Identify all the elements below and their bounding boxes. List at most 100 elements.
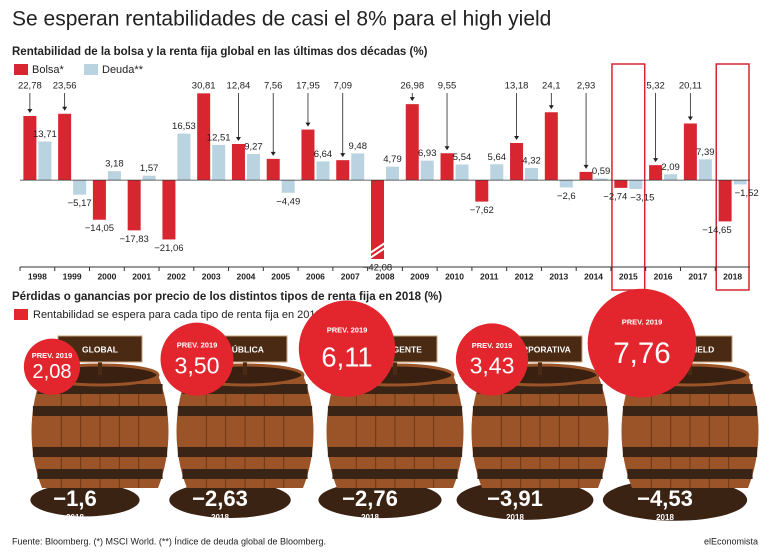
bar: [405, 104, 419, 181]
highlight-box: [611, 63, 646, 291]
value-label: −4,49: [276, 196, 300, 207]
bar: [197, 93, 211, 181]
legend-swatch: [14, 309, 28, 320]
x-tick-label: 2016: [654, 271, 673, 281]
value-label: 5,64: [488, 152, 507, 163]
label-arrowhead: [687, 116, 693, 121]
forecast-series-label: PREV. 2019: [327, 325, 368, 334]
break-mark: [369, 242, 386, 254]
value-label: 3,18: [105, 159, 124, 170]
label-arrowhead: [444, 146, 450, 151]
barrel-hoop: [327, 406, 463, 416]
label-arrowhead: [514, 136, 520, 141]
bar: [58, 113, 72, 181]
x-tick-label: 2017: [688, 271, 707, 281]
bar: [698, 159, 712, 181]
x-tick-label: 2004: [236, 271, 255, 281]
label-arrowhead: [270, 151, 276, 156]
barrel-hoop: [332, 384, 458, 394]
label-arrowhead: [409, 97, 415, 102]
puddle: [602, 479, 748, 521]
brand: elEconomista: [704, 536, 758, 546]
value-label: 4,79: [383, 154, 402, 165]
value-label: −5,17: [68, 198, 92, 209]
forecast-series-label: PREV. 2019: [472, 341, 513, 350]
bar: [649, 165, 663, 181]
barrel-hoop: [472, 447, 608, 457]
legend-swatch: [14, 64, 28, 75]
x-tick-label: 2007: [341, 271, 360, 281]
bar: [231, 143, 245, 181]
value-label: 0,59: [592, 166, 611, 177]
bar: [162, 180, 176, 240]
value-label: 23,56: [53, 81, 77, 92]
value-label: −21,06: [154, 243, 183, 254]
bar: [351, 153, 365, 181]
barrel-hoop: [37, 469, 163, 479]
bar: [664, 174, 678, 181]
barrel-hoop: [177, 406, 313, 416]
bar: [38, 141, 52, 181]
label-arrowhead: [27, 108, 33, 113]
bar: [525, 167, 539, 181]
forecast-circle: [587, 288, 697, 398]
value-label: 13,18: [505, 81, 529, 92]
x-tick-label: 2000: [97, 271, 116, 281]
bar: [246, 154, 260, 181]
forecast-series-label: PREV. 2019: [177, 340, 218, 349]
puddle: [30, 483, 140, 517]
legend-label: Rentabilidad se espera para cada tipo de…: [33, 309, 342, 321]
barrel-hoop: [622, 406, 758, 416]
chart-title: Rentabilidad de la bolsa y la renta fija…: [12, 46, 428, 58]
loss-year: 2018: [506, 513, 524, 522]
bar: [281, 180, 295, 193]
value-label: 9,27: [244, 142, 263, 153]
bar: [23, 115, 37, 181]
bar: [594, 178, 608, 181]
value-label: −14,65: [702, 225, 731, 236]
value-label: −14,05: [85, 223, 114, 234]
value-label: −2,74: [603, 191, 627, 202]
bar: [107, 171, 121, 181]
value-label: 6,93: [418, 148, 437, 159]
x-tick-label: 2013: [549, 271, 568, 281]
label-arrowhead: [235, 136, 241, 141]
barrel-hoop: [177, 447, 313, 457]
forecast-circle: [23, 338, 81, 395]
bar: [614, 180, 628, 188]
bar: [142, 175, 156, 181]
value-label: 9,55: [438, 81, 457, 92]
label-arrowhead: [653, 158, 659, 163]
x-tick-label: 2010: [445, 271, 464, 281]
forecast-series-label: PREV. 2019: [32, 351, 73, 360]
x-tick-label: 2003: [202, 271, 221, 281]
barrel-hoop: [32, 406, 168, 416]
loss-value: −3,91: [487, 486, 543, 511]
category-label: GLOBAL: [82, 344, 118, 354]
bar: [683, 123, 697, 181]
barrel-hoop: [32, 447, 168, 457]
value-label: 4,32: [522, 155, 541, 166]
value-label: 2,09: [661, 162, 680, 173]
x-tick-label: 2018: [723, 271, 742, 281]
category-label: CORPORATIVA: [509, 344, 571, 354]
value-label: 2,93: [577, 81, 596, 92]
bar: [559, 180, 573, 188]
source: Fuente: Bloomberg. (*) MSCI World. (**) …: [12, 536, 326, 546]
bar: [420, 160, 434, 181]
barrel-hoop: [182, 384, 308, 394]
bar: [92, 180, 106, 220]
forecast-value: 3,50: [174, 352, 219, 378]
puddle: [456, 480, 594, 520]
loss-year: 2018: [211, 513, 229, 522]
bar: [733, 180, 747, 185]
bar: [475, 180, 489, 202]
loss-value: −2,63: [192, 486, 248, 511]
bar: [490, 164, 504, 181]
barrel-hoop: [627, 469, 753, 479]
loss-value: −4,53: [637, 486, 693, 511]
barrel-hoop: [627, 384, 753, 394]
x-tick-label: 2002: [167, 271, 186, 281]
value-label: 16,53: [172, 121, 196, 132]
barrel-hoop: [477, 469, 603, 479]
